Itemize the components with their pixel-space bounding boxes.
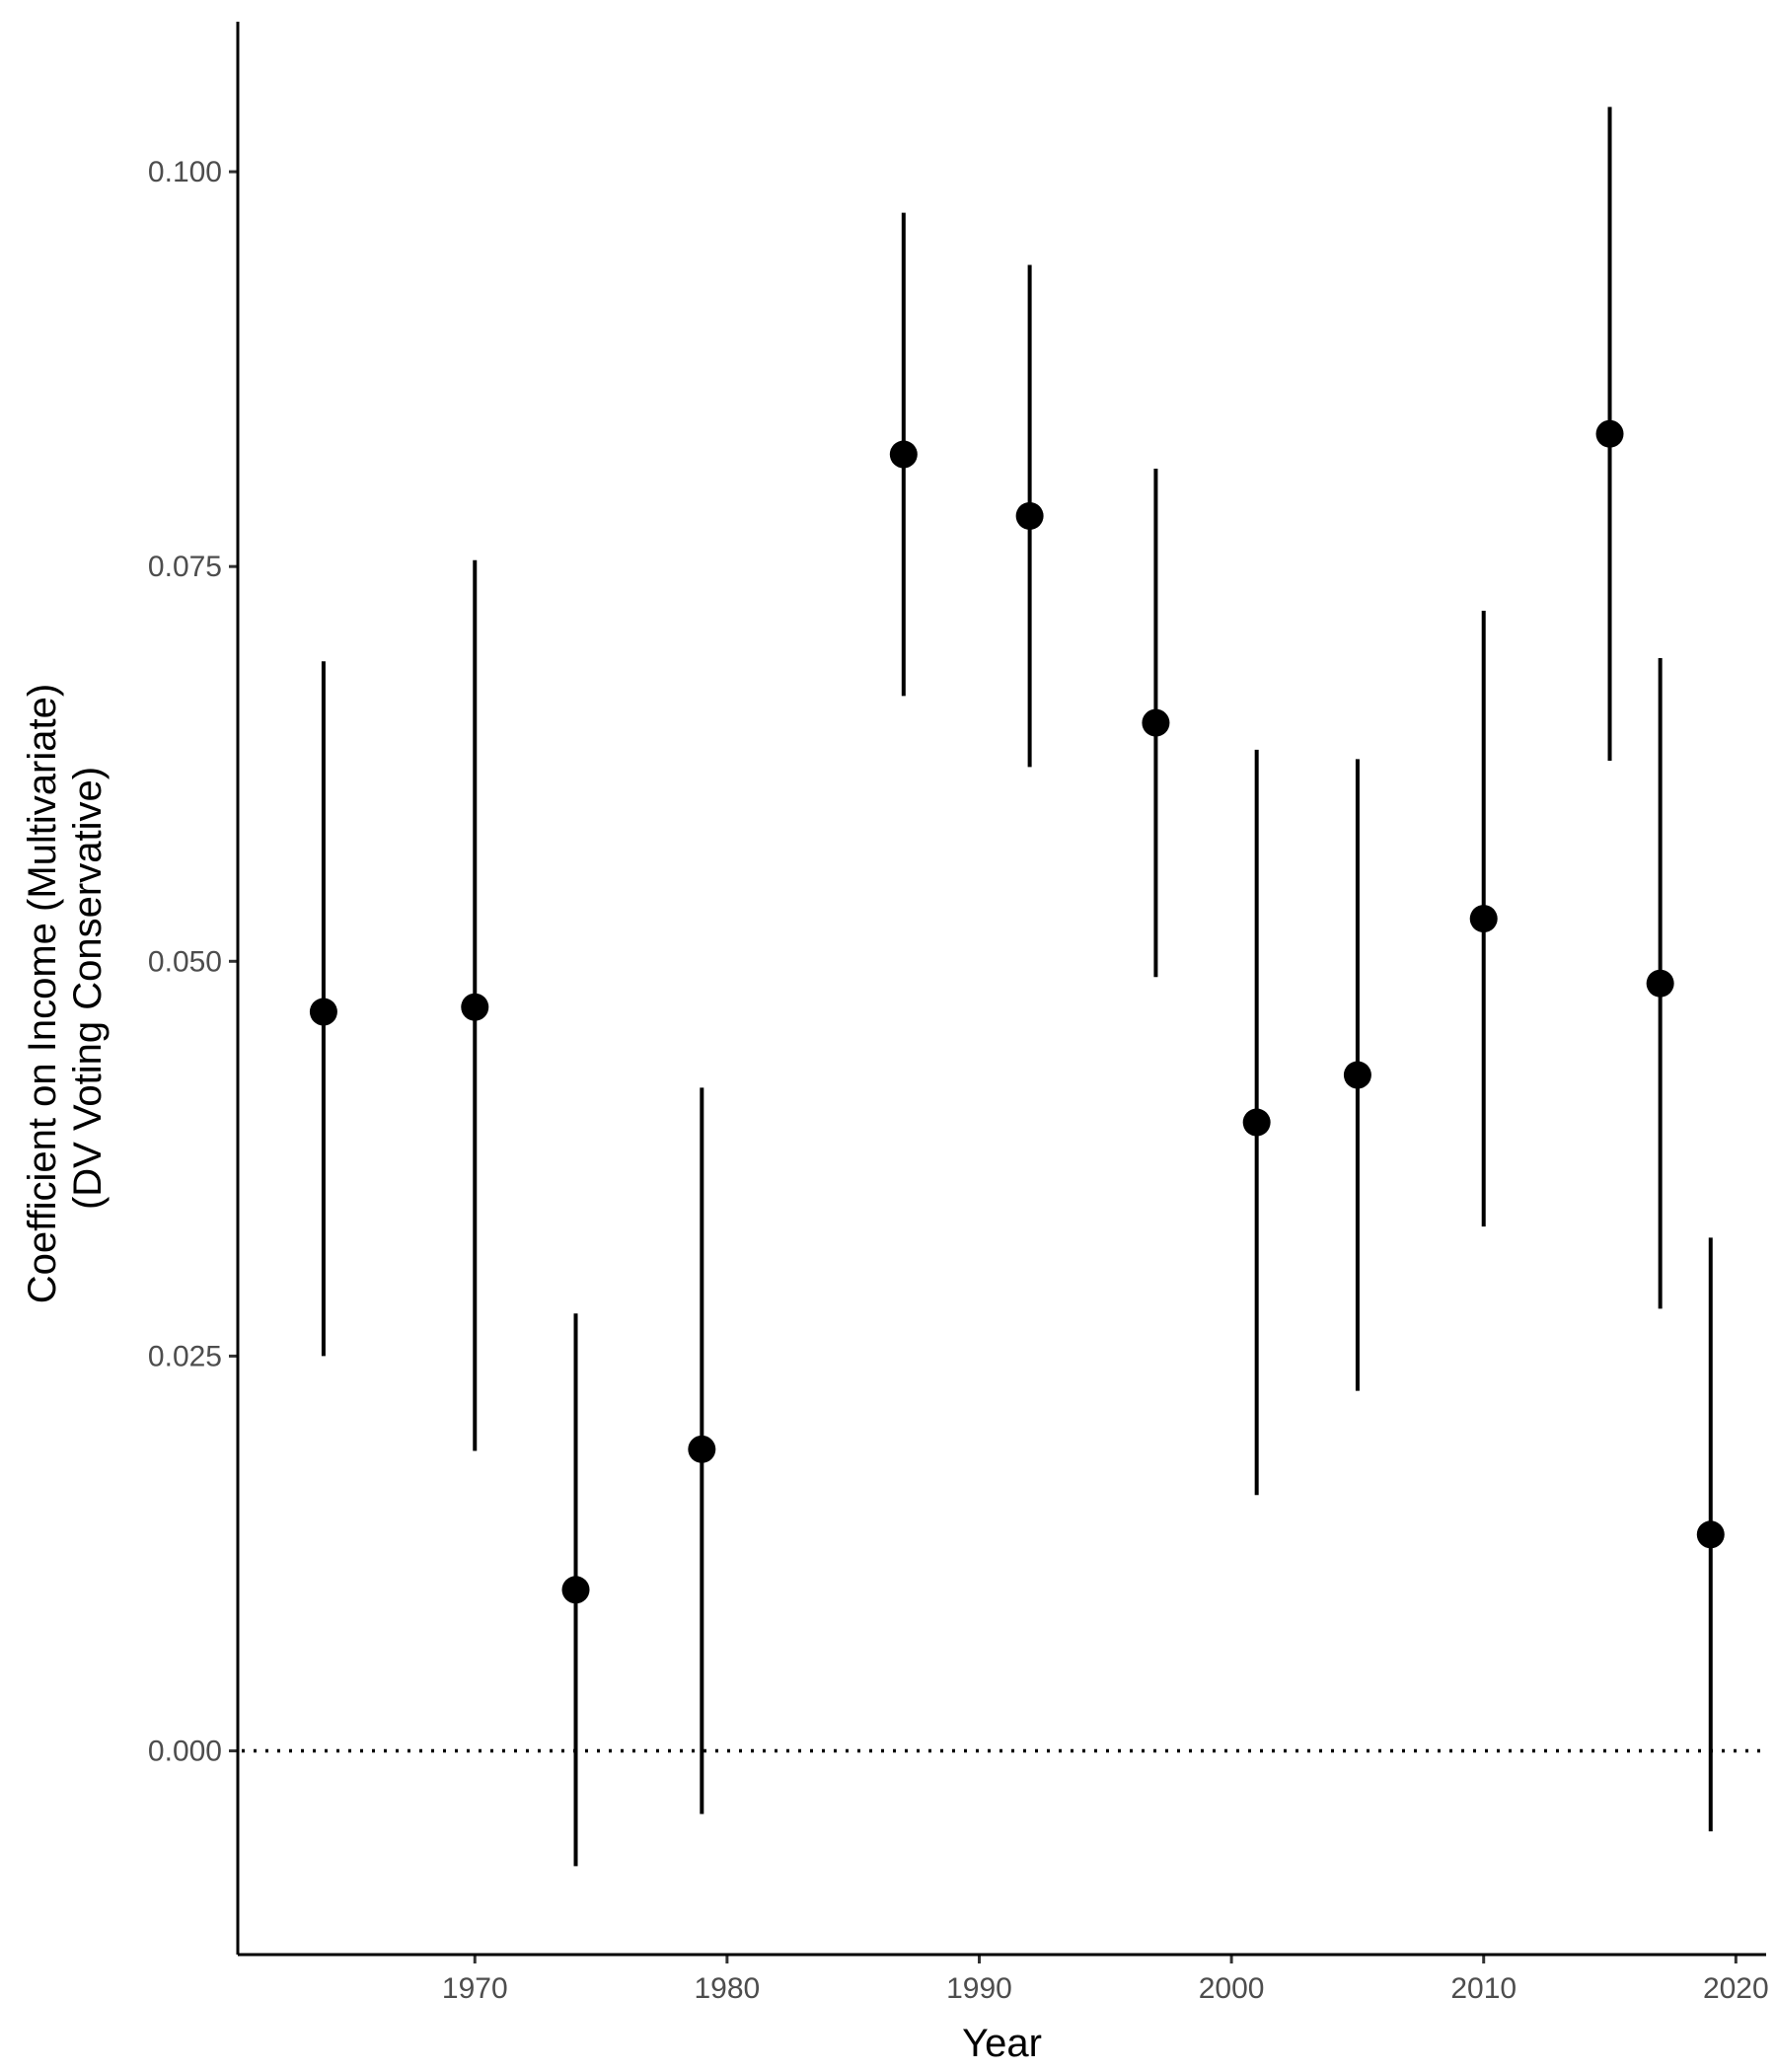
- point-1992: [1015, 501, 1044, 530]
- x-tick-label: 2010: [1450, 1972, 1517, 2005]
- point-1964: [309, 998, 337, 1026]
- y-tick-label: 0.075: [148, 551, 222, 583]
- y-tick-label: 0.000: [148, 1736, 222, 1768]
- point-1997: [1142, 708, 1170, 737]
- x-axis-title: Year: [962, 2022, 1042, 2065]
- x-tick-label: 2020: [1703, 1972, 1769, 2005]
- x-tick-label: 1970: [442, 1972, 508, 2005]
- y-tick-label: 0.100: [148, 156, 222, 188]
- point-2017: [1646, 969, 1674, 998]
- point-1987: [889, 440, 918, 469]
- point-1979: [688, 1435, 716, 1463]
- data-marks: [309, 107, 1725, 1867]
- point-2019: [1696, 1520, 1725, 1549]
- point-2005: [1343, 1061, 1371, 1089]
- y-axis-ticks: 0.000 0.025 0.050 0.075 0.100: [148, 156, 238, 1768]
- y-axis-title-line-1: Coefficient on Income (Multivariate): [21, 684, 64, 1303]
- point-2001: [1242, 1108, 1271, 1137]
- y-tick-label: 0.025: [148, 1340, 222, 1372]
- y-tick-label: 0.050: [148, 945, 222, 978]
- point-1970: [461, 993, 489, 1021]
- point-1974: [561, 1576, 590, 1604]
- x-tick-label: 2000: [1199, 1972, 1265, 2005]
- x-tick-label: 1990: [946, 1972, 1012, 2005]
- point-2015: [1595, 419, 1624, 448]
- x-axis-ticks: 1970 1980 1990 2000 2010 2020: [442, 1955, 1769, 2005]
- x-tick-label: 1980: [695, 1972, 761, 2005]
- point-2010: [1469, 905, 1498, 933]
- y-axis-title-line-2: (DV Voting Conservative): [66, 767, 110, 1210]
- y-axis-title: Coefficient on Income (Multivariate) (DV…: [21, 673, 110, 1304]
